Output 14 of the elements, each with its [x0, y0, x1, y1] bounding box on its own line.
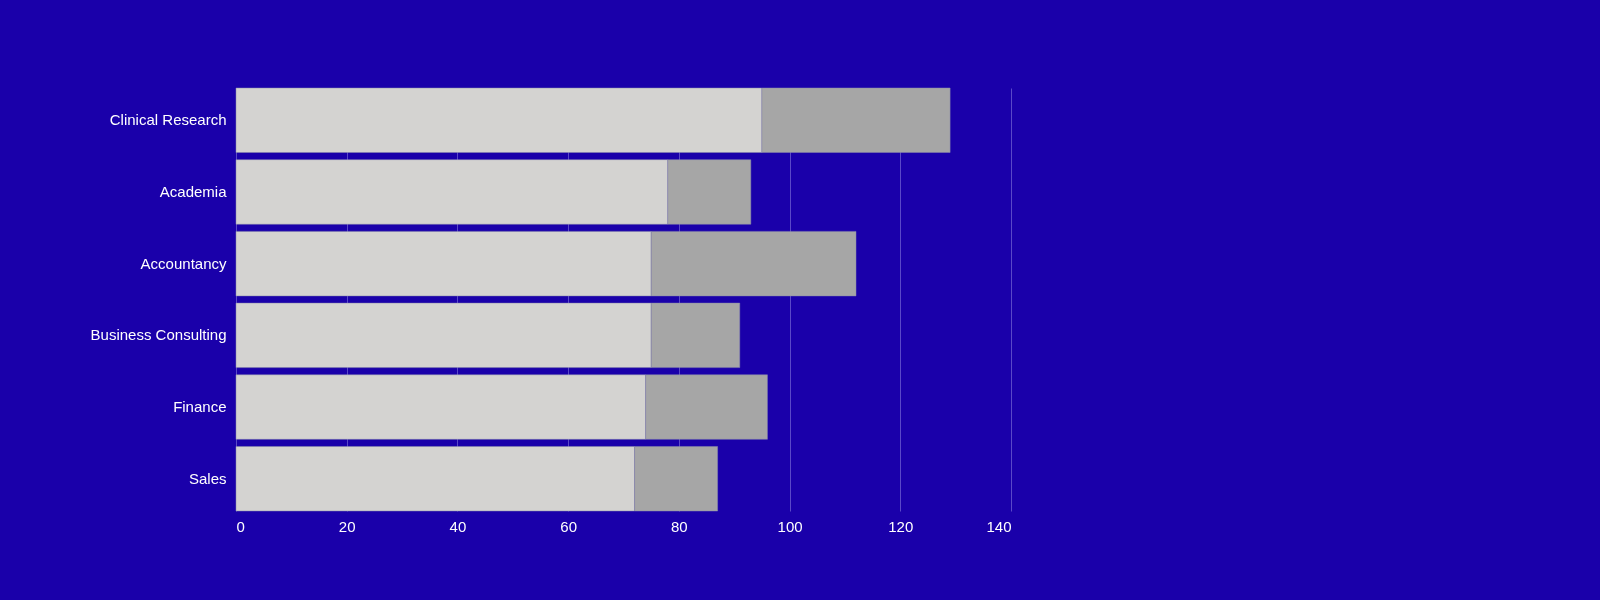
x-tick-label: 20 — [338, 517, 356, 535]
x-tick-label: 40 — [449, 517, 467, 535]
y-tick-label: Finance — [173, 398, 227, 416]
x-tick-label: 120 — [888, 517, 914, 535]
y-tick-label: Accountancy — [140, 254, 227, 272]
y-tick-label: Academia — [159, 182, 228, 200]
x-tick-label: 100 — [777, 517, 803, 535]
y-tick-label: Sales — [188, 469, 227, 487]
x-tick-label: 0 — [236, 517, 245, 535]
y-tick-label: Business Consulting — [90, 326, 227, 344]
x-tick-label: 60 — [560, 517, 577, 535]
x-tick-label: 80 — [671, 517, 688, 535]
x-tick-label: 140 — [986, 517, 1012, 535]
y-tick-label: Clinical Research — [109, 111, 227, 129]
